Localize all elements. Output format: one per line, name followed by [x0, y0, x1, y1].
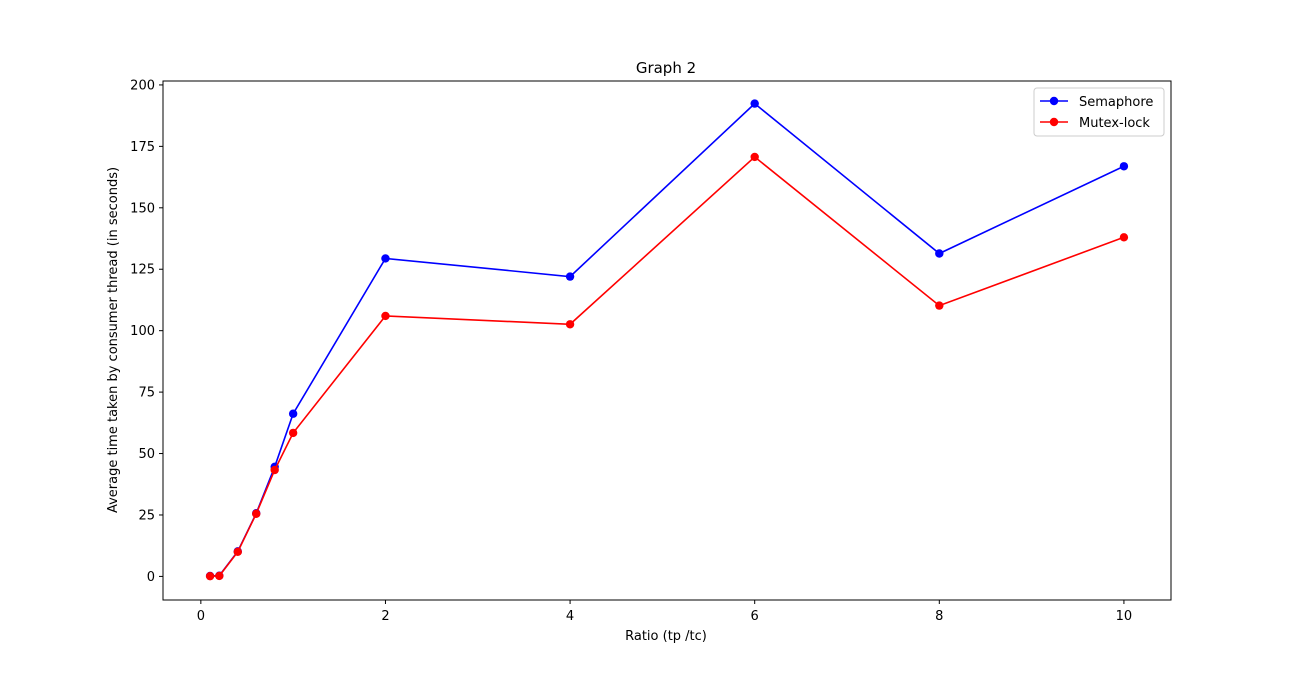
mutex-lock-data-point [233, 547, 242, 557]
y-axis: 0 25 50 75 100 125 150 175 200 [130, 78, 163, 585]
plot-area [162, 80, 1172, 601]
semaphore-data-point [565, 272, 575, 281]
y-tick-label: 50 [138, 447, 155, 462]
y-tick-label: 100 [130, 324, 155, 339]
semaphore-data-point [381, 254, 390, 263]
legend-semaphore-label: Semaphore [1079, 95, 1153, 110]
mutex-lock-data-point [270, 465, 279, 475]
mutex-lock-data-point [252, 509, 261, 518]
legend-mutex-lock-marker [1049, 117, 1059, 127]
x-axis: 0 2 4 6 8 10 [197, 600, 1132, 624]
semaphore-data-point [750, 99, 759, 108]
mutex-lock-data-point [381, 311, 390, 321]
y-tick-label: 150 [130, 201, 155, 216]
series-layer [205, 99, 1129, 581]
mutex-lock-data-point [1119, 233, 1129, 242]
semaphore-data-point [935, 249, 944, 258]
mutex-lock-data-point [205, 571, 215, 581]
x-tick-label: 8 [935, 609, 943, 624]
x-tick-label: 4 [566, 609, 574, 624]
y-tick-label: 125 [130, 263, 155, 278]
x-axis-label: Ratio (tp /tc) [625, 629, 707, 644]
legend-semaphore-marker [1049, 96, 1059, 106]
x-tick-label: 10 [1116, 609, 1133, 624]
y-tick-label: 25 [138, 508, 155, 523]
y-axis-label: Average time taken by consumer thread (i… [106, 167, 121, 513]
x-tick-label: 0 [197, 609, 205, 624]
legend-mutex-lock-label: Mutex-lock [1079, 116, 1150, 131]
legend-box [1033, 87, 1165, 137]
mutex-lock-data-point [288, 428, 298, 438]
y-tick-label: 0 [147, 570, 155, 585]
mutex-lock-data-point [565, 320, 575, 329]
semaphore-data-point [1119, 162, 1129, 171]
x-tick-label: 2 [381, 609, 389, 624]
y-tick-label: 175 [130, 140, 155, 155]
plot-frame [162, 80, 1172, 601]
chart-title: Graph 2 [636, 59, 696, 77]
mutex-lock-data-point [215, 571, 224, 581]
legend: Semaphore Mutex-lock [1033, 87, 1165, 137]
semaphore-data-point [288, 409, 298, 418]
mutex-lock-data-point [750, 152, 759, 162]
mutex-lock-data-point [935, 301, 944, 310]
y-tick-label: 200 [130, 78, 155, 93]
y-tick-label: 75 [138, 386, 155, 401]
x-tick-label: 6 [751, 609, 759, 624]
